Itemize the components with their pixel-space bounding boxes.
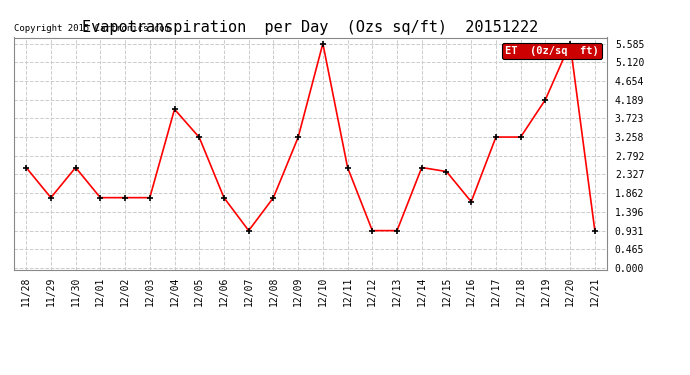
Text: Copyright 2015 Cartronics.com: Copyright 2015 Cartronics.com [14, 24, 170, 33]
Title: Evapotranspiration  per Day  (Ozs sq/ft)  20151222: Evapotranspiration per Day (Ozs sq/ft) 2… [82, 20, 539, 35]
Legend: ET  (0z/sq  ft): ET (0z/sq ft) [502, 43, 602, 59]
